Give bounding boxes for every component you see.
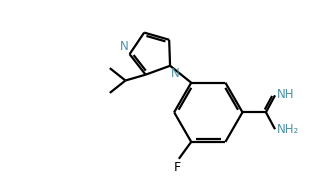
Text: N: N [171,67,180,80]
Text: NH₂: NH₂ [277,123,299,136]
Text: N: N [120,40,128,53]
Text: NH: NH [277,88,294,101]
Text: F: F [174,161,181,174]
